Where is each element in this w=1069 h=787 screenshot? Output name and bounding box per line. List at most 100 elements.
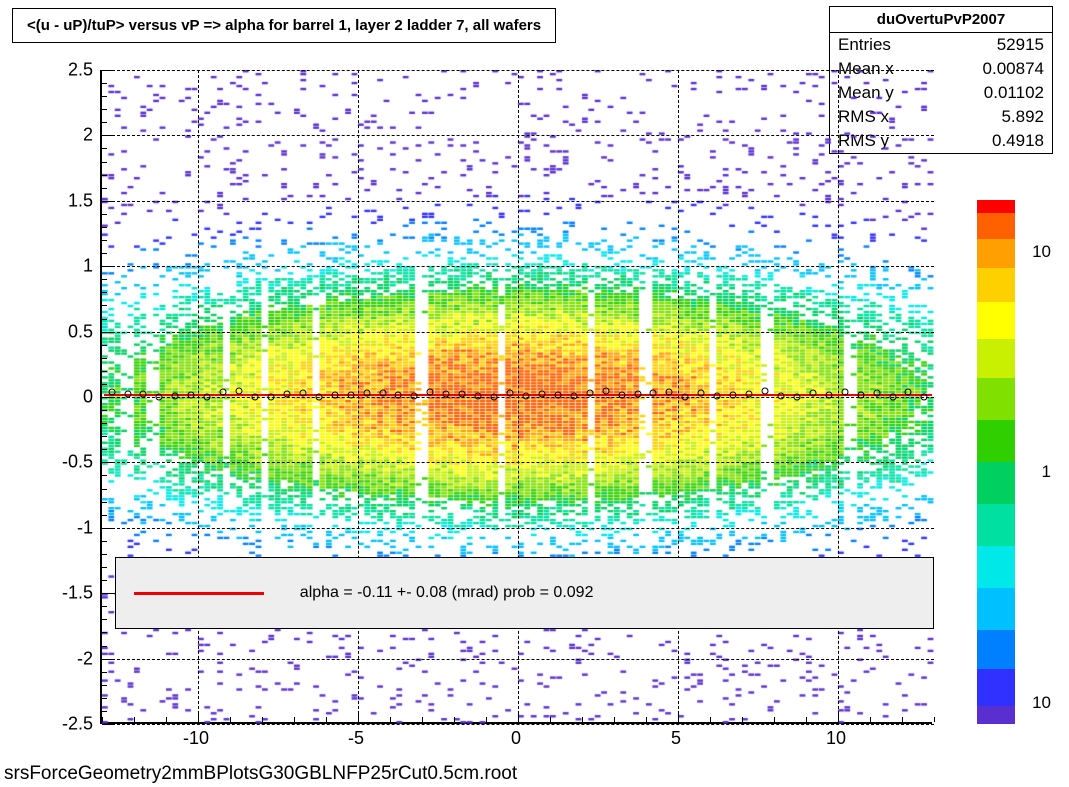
ytick-label: -2.5 — [33, 714, 93, 735]
profile-marker — [204, 394, 211, 401]
ytick-minor — [102, 462, 107, 463]
profile-marker — [427, 389, 434, 396]
colorbar — [977, 200, 1015, 724]
profile-marker — [586, 390, 593, 397]
xtick-minor — [262, 717, 263, 722]
profile-marker — [267, 393, 274, 400]
xtick-label: 0 — [511, 728, 521, 749]
plot-frame: alpha = -0.11 +- 0.08 (mrad) prob = 0.09… — [100, 70, 932, 724]
profile-marker — [395, 391, 402, 398]
xtick-label: 10 — [826, 728, 846, 749]
colorbar-segment — [977, 339, 1015, 378]
ytick-minor — [102, 593, 107, 594]
profile-marker — [666, 389, 673, 396]
xtick-minor — [486, 717, 487, 722]
ytick-minor — [102, 659, 107, 660]
ytick-minor — [102, 410, 107, 411]
xtick-label: -10 — [183, 728, 209, 749]
ytick-minor — [102, 502, 107, 503]
ytick-label: -2 — [33, 648, 93, 669]
legend-line — [134, 592, 264, 595]
ytick-label: 1.5 — [33, 190, 93, 211]
ytick-minor — [102, 135, 107, 136]
ytick-minor — [102, 83, 107, 84]
colorbar-segment — [977, 630, 1015, 669]
profile-marker — [698, 389, 705, 396]
ytick-minor — [102, 266, 107, 267]
ytick-minor — [102, 646, 107, 647]
ytick-minor — [102, 619, 107, 620]
profile-marker — [889, 394, 896, 401]
ytick-label: 1 — [33, 256, 93, 277]
ytick-minor — [102, 96, 107, 97]
colorbar-segment — [977, 546, 1015, 588]
ytick-minor — [102, 214, 107, 215]
ytick-minor — [102, 148, 107, 149]
xtick-minor — [646, 717, 647, 722]
ytick-label: 0.5 — [33, 321, 93, 342]
stats-name: duOvertuPvP2007 — [830, 7, 1052, 33]
profile-marker — [602, 388, 609, 395]
profile-marker — [156, 394, 163, 401]
ytick-minor — [102, 227, 107, 228]
xtick-minor — [710, 717, 711, 722]
xtick-minor — [838, 717, 839, 722]
colorbar-segment — [977, 706, 1015, 724]
ytick-minor — [102, 698, 107, 699]
profile-marker — [634, 390, 641, 397]
profile-marker — [714, 393, 721, 400]
ytick-minor — [102, 371, 107, 372]
ytick-minor — [102, 188, 107, 189]
ytick-minor — [102, 541, 107, 542]
profile-marker — [331, 392, 338, 399]
colorbar-label: 10 — [1032, 693, 1051, 713]
xtick-minor — [198, 717, 199, 722]
profile-marker — [363, 390, 370, 397]
ytick-minor — [102, 711, 107, 712]
colorbar-segment — [977, 588, 1015, 630]
xtick-minor — [230, 717, 231, 722]
profile-marker — [475, 392, 482, 399]
profile-marker — [746, 390, 753, 397]
colorbar-segment — [977, 239, 1015, 268]
profile-marker — [905, 389, 912, 396]
profile-marker — [188, 392, 195, 399]
ytick-minor — [102, 423, 107, 424]
stats-value: 5.892 — [1001, 107, 1044, 127]
ytick-minor — [102, 475, 107, 476]
xtick-minor — [550, 717, 551, 722]
profile-marker — [538, 391, 545, 398]
profile-marker — [554, 391, 561, 398]
colorbar-segment — [977, 669, 1015, 706]
ytick-minor — [102, 305, 107, 306]
profile-marker — [108, 388, 115, 395]
xtick-minor — [358, 717, 359, 722]
colorbar-segment — [977, 420, 1015, 462]
profile-marker — [411, 393, 418, 400]
colorbar-segment — [977, 302, 1015, 339]
ytick-minor — [102, 162, 107, 163]
xtick-minor — [806, 717, 807, 722]
legend-box: alpha = -0.11 +- 0.08 (mrad) prob = 0.09… — [115, 557, 934, 629]
xtick-label: 5 — [671, 728, 681, 749]
ytick-label: 2.5 — [33, 60, 93, 81]
profile-marker — [730, 392, 737, 399]
colorbar-label: 10 — [1032, 242, 1051, 262]
ytick-minor — [102, 332, 107, 333]
profile-marker — [459, 391, 466, 398]
profile-marker — [522, 392, 529, 399]
xtick-minor — [422, 717, 423, 722]
ytick-label: 0 — [33, 387, 93, 408]
profile-marker — [921, 393, 928, 400]
ytick-minor — [102, 175, 107, 176]
xtick-minor — [454, 717, 455, 722]
profile-marker — [299, 390, 306, 397]
ytick-minor — [102, 449, 107, 450]
xtick-minor — [614, 717, 615, 722]
ytick-label: 2 — [33, 125, 93, 146]
ytick-minor — [102, 528, 107, 529]
fit-line — [104, 394, 932, 396]
xtick-minor — [518, 717, 519, 722]
ytick-minor — [102, 279, 107, 280]
ytick-minor — [102, 489, 107, 490]
